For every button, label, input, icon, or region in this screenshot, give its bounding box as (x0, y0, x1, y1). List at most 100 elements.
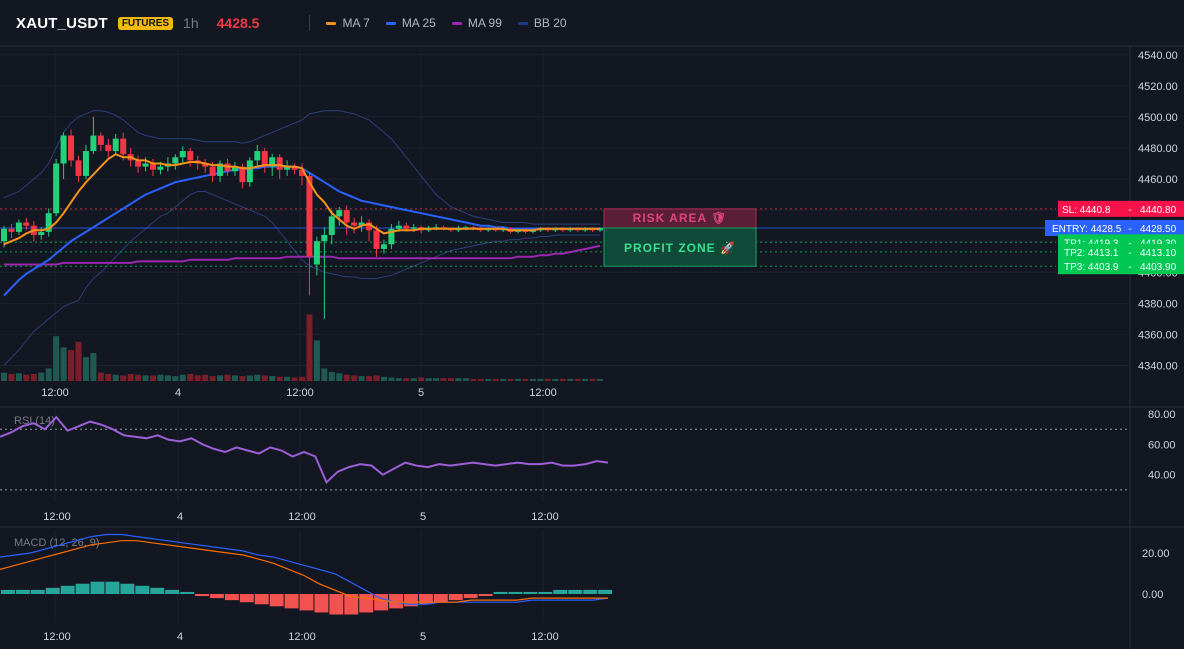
macd-histogram-bar (448, 594, 463, 601)
macd-histogram-bar (150, 587, 165, 594)
macd-histogram-bar (463, 594, 478, 599)
macd-histogram-bar (478, 594, 493, 597)
candle-body (202, 163, 209, 167)
candle-body (261, 151, 268, 167)
volume-bar (23, 374, 30, 381)
volume-bar (552, 378, 559, 381)
price-tick-label: 4540.00 (1138, 50, 1178, 62)
symbol-name[interactable]: XAUT_USDT (16, 14, 108, 32)
time-axis-label: 12:00 (288, 631, 316, 643)
volume-bar (90, 353, 97, 381)
candle-body (239, 166, 246, 183)
candle-body (269, 157, 276, 167)
macd-histogram-bar (30, 589, 45, 594)
level-tag-dash: - (1128, 238, 1131, 249)
time-axis-label: 12:00 (531, 511, 559, 523)
volume-bar (60, 347, 67, 381)
risk-area-label: RISK AREA 🛡 (633, 211, 728, 225)
level-tag (1058, 200, 1184, 217)
volume-bar (574, 378, 581, 381)
legend-item-ma-99[interactable]: MA 99 (451, 16, 502, 30)
macd-tick-label: 0.00 (1142, 589, 1163, 601)
volume-bar (179, 374, 186, 381)
level-tag (1058, 243, 1184, 260)
macd-tick-label: 20.00 (1142, 548, 1170, 560)
volume-bar (142, 375, 149, 381)
time-axis-label: 5 (418, 387, 424, 399)
time-axis-label: 12:00 (43, 511, 71, 523)
volume-bar (157, 374, 164, 381)
candle-body (53, 163, 60, 214)
volume-bar (239, 376, 246, 381)
volume-bar (433, 378, 440, 381)
volume-bar (522, 378, 529, 381)
level-tag-dash: - (1128, 248, 1131, 259)
candle-body (157, 166, 164, 170)
candle-body (231, 166, 238, 172)
volume-bar (187, 374, 194, 381)
volume-bar (217, 375, 224, 381)
bb-lower-line (3, 191, 600, 366)
ma7-line (3, 153, 600, 246)
volume-bar (127, 374, 134, 381)
volume-bar (462, 378, 469, 381)
candle-body (410, 227, 417, 229)
volume-bar (582, 378, 589, 381)
level-tag (1045, 219, 1184, 236)
level-tag-dash: - (1128, 224, 1131, 235)
volume-bar (328, 371, 335, 381)
volume-bar (403, 378, 410, 381)
candle-body (60, 135, 67, 164)
level-tag-label: TP2: 4413.1 (1064, 248, 1119, 259)
legend-item-bb-20[interactable]: BB 20 (517, 16, 567, 30)
volume-bar (135, 374, 142, 381)
time-axis-label: 12:00 (41, 387, 69, 399)
price-tick-label: 4360.00 (1138, 329, 1178, 341)
volume-bar (291, 377, 298, 381)
macd-histogram-bar (523, 591, 538, 594)
candle-body (388, 228, 395, 245)
level-tag-dash: - (1128, 205, 1131, 216)
macd-histogram-bar (329, 594, 344, 615)
candle-body (328, 216, 335, 235)
time-axis-label: 4 (177, 631, 183, 643)
macd-histogram-bar (404, 594, 418, 607)
candle-body (1, 228, 7, 242)
volume-bar (477, 378, 484, 381)
candle-body (75, 160, 82, 176)
macd-histogram-bar (195, 594, 209, 597)
volume-bar (395, 378, 402, 381)
macd-histogram-bar (75, 583, 90, 594)
volume-bar (194, 375, 201, 381)
price-tick-label: 4340.00 (1138, 360, 1178, 372)
volume-bar (246, 375, 253, 381)
volume-bar (150, 375, 156, 381)
candle-body (8, 228, 15, 232)
volume-bar (120, 375, 127, 381)
legend-item-ma-25[interactable]: MA 25 (385, 16, 436, 30)
candle-body (97, 135, 104, 145)
volume-bar (515, 378, 522, 381)
candle-body (150, 163, 156, 170)
interval-label[interactable]: 1h (183, 15, 199, 31)
candle-body (38, 231, 45, 235)
legend-swatch (326, 21, 337, 25)
volume-bar (567, 378, 574, 381)
futures-badge: FUTURES (117, 16, 174, 30)
price-tick-label: 4480.00 (1138, 143, 1178, 155)
last-price: 4428.5 (216, 15, 260, 31)
volume-bar (105, 374, 112, 381)
time-axis-label: 5 (420, 631, 426, 643)
macd-histogram-bar (1, 589, 15, 594)
candle-body (142, 163, 149, 167)
candle-body (403, 225, 410, 229)
bb-upper-line (3, 110, 600, 225)
level-tag-label: TP1: 4419.3 (1064, 238, 1119, 249)
macd-histogram-bar (553, 589, 568, 594)
volume-bar (284, 376, 291, 381)
legend-item-ma-7[interactable]: MA 7 (326, 16, 370, 30)
volume-bar (358, 376, 365, 381)
volume-bar (597, 378, 603, 381)
volume-bar (254, 374, 261, 381)
